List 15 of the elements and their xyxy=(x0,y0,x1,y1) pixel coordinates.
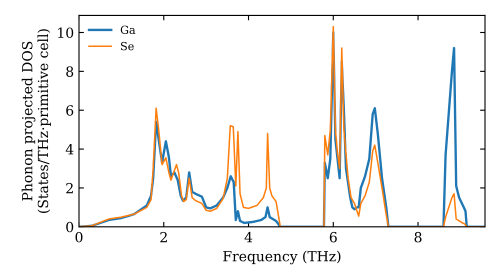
y-tick-label: 10 xyxy=(58,27,74,38)
y-axis-title: Phonon projected DOS (States/THz·primitive cell) xyxy=(22,29,51,213)
y-tick-label: 2 xyxy=(66,182,73,194)
y-tick-label: 4 xyxy=(66,144,74,154)
legend-label: Se xyxy=(121,42,134,50)
x-tick-label: 0 xyxy=(75,232,82,242)
y-tick-label: 0 xyxy=(66,222,74,232)
x-tick-label: 6 xyxy=(330,232,337,242)
y-tick-label: 6 xyxy=(66,105,74,116)
x-tick-label: 4 xyxy=(244,232,252,242)
x-tick-label: 2 xyxy=(160,232,167,242)
y-tick-label: 8 xyxy=(66,66,74,77)
x-axis-title: Frequency (THz) xyxy=(223,250,340,264)
x-tick-label: 8 xyxy=(414,232,422,242)
legend-label: Ga xyxy=(120,26,136,34)
